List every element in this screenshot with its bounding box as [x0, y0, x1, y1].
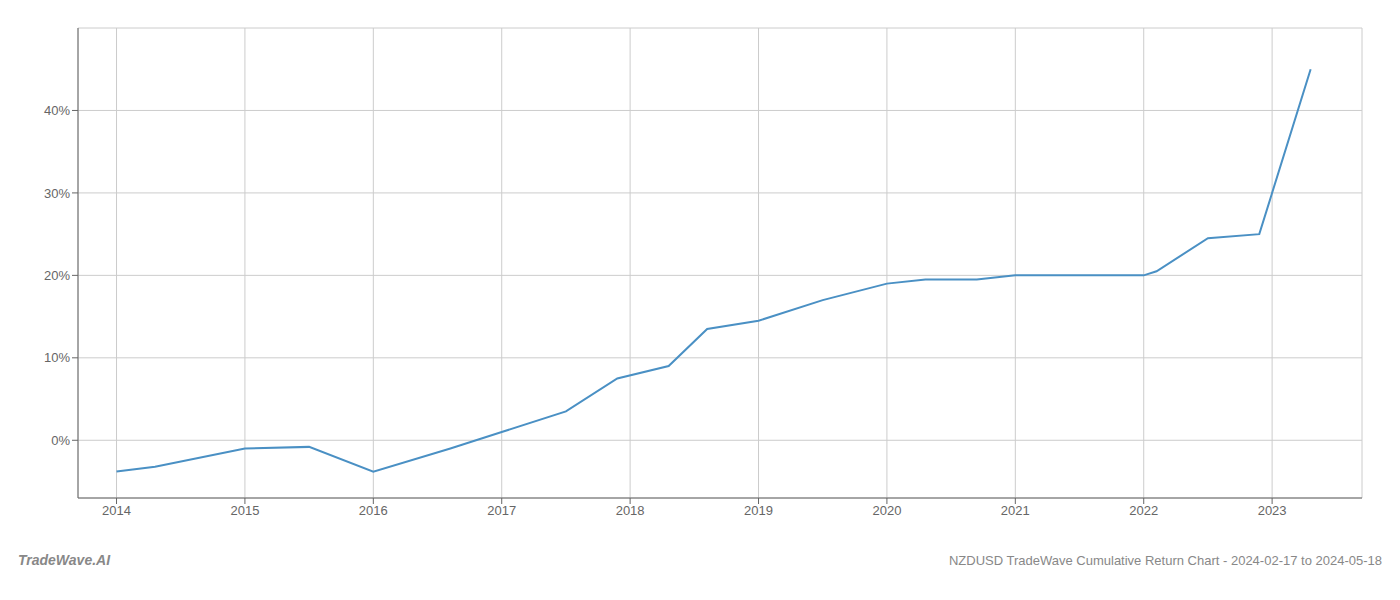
- svg-text:2023: 2023: [1258, 503, 1287, 518]
- svg-text:2014: 2014: [102, 503, 131, 518]
- svg-text:2016: 2016: [359, 503, 388, 518]
- svg-text:2021: 2021: [1001, 503, 1030, 518]
- svg-text:20%: 20%: [44, 268, 70, 283]
- html-text:TradeWave.AI: TradeWave.AI: [18, 552, 111, 568]
- svg-text:2015: 2015: [230, 503, 259, 518]
- html-text:NZDUSD TradeWave Cumulative Re: NZDUSD TradeWave Cumulative Return Chart…: [948, 553, 1382, 568]
- svg-text:0%: 0%: [51, 433, 70, 448]
- svg-text:40%: 40%: [44, 103, 70, 118]
- svg-text:2018: 2018: [616, 503, 645, 518]
- svg-text:10%: 10%: [44, 350, 70, 365]
- svg-text:2022: 2022: [1129, 503, 1158, 518]
- svg-text:2017: 2017: [487, 503, 516, 518]
- svg-text:30%: 30%: [44, 186, 70, 201]
- svg-text:2019: 2019: [744, 503, 773, 518]
- svg-text:2020: 2020: [872, 503, 901, 518]
